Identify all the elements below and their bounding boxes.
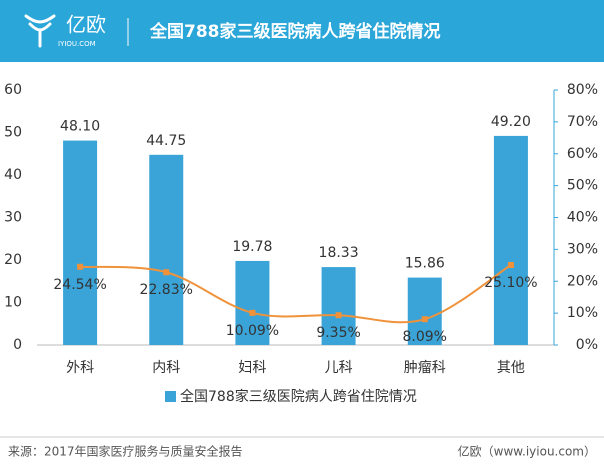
x-tick-label: 外科	[66, 360, 94, 376]
x-tick-label: 其他	[497, 360, 525, 376]
y-tick-label: 20	[4, 252, 22, 268]
y2-tick-label: 30%	[567, 241, 598, 257]
y2-tick-label: 10%	[567, 305, 598, 321]
x-tick-label: 妇科	[238, 359, 266, 376]
bar-value-label: 48.10	[60, 119, 100, 135]
line-point	[163, 269, 170, 276]
logo-subtext: IYIOU.COM	[58, 40, 96, 48]
bar	[493, 135, 528, 345]
bar-value-label: 44.75	[146, 133, 186, 149]
bar-value-label: 19.78	[232, 239, 272, 255]
y-tick-label: 10	[4, 295, 22, 311]
line-point	[421, 316, 428, 323]
line-value-label: 25.10%	[484, 275, 537, 291]
footer-site: 亿欧（www.iyiou.com）	[458, 444, 596, 459]
y-tick-label: 50	[4, 125, 22, 141]
line-point	[249, 309, 256, 316]
x-tick-label: 儿科	[325, 360, 353, 376]
line-value-label: 8.09%	[403, 329, 447, 345]
y2-tick-label: 70%	[567, 114, 598, 130]
bar	[235, 260, 270, 345]
bar-value-label: 15.86	[405, 256, 445, 272]
y2-tick-label: 60%	[567, 146, 598, 162]
legend-label: 全国788家三级医院病人跨省住院情况	[180, 388, 417, 405]
logo-icon	[24, 14, 56, 48]
line-point	[507, 261, 514, 268]
header-band	[0, 0, 604, 62]
bar-value-label: 49.20	[491, 114, 531, 130]
y2-tick-label: 20%	[567, 273, 598, 289]
x-tick-label: 内科	[152, 360, 180, 376]
logo-text: 亿欧	[66, 13, 106, 37]
bar	[63, 140, 98, 345]
y-tick-label: 40	[4, 167, 22, 183]
y2-tick-label: 0%	[576, 337, 598, 353]
y-tick-label: 30	[4, 210, 22, 226]
line-point	[77, 263, 84, 270]
bar	[407, 277, 442, 345]
footer-source: 来源：2017年国家医疗服务与质量安全报告	[8, 444, 243, 459]
y2-tick-label: 50%	[567, 178, 598, 194]
bar-value-label: 18.33	[319, 245, 359, 261]
legend-swatch	[165, 391, 176, 402]
line	[80, 264, 512, 324]
chart-title: 全国788家三级医院病人跨省住院情况	[149, 21, 441, 42]
line-value-label: 22.83%	[140, 282, 193, 298]
y-tick-label: 60	[4, 82, 22, 98]
x-tick-label: 肿瘤科	[404, 359, 446, 376]
line-value-label: 24.54%	[53, 277, 106, 293]
line-value-label: 10.09%	[226, 323, 279, 339]
bar	[149, 154, 184, 345]
bar	[321, 267, 356, 345]
y2-tick-label: 40%	[567, 210, 598, 226]
y-tick-label: 0	[13, 337, 22, 353]
line-value-label: 9.35%	[316, 325, 360, 341]
line-point	[335, 312, 342, 319]
y2-tick-label: 80%	[567, 82, 598, 98]
